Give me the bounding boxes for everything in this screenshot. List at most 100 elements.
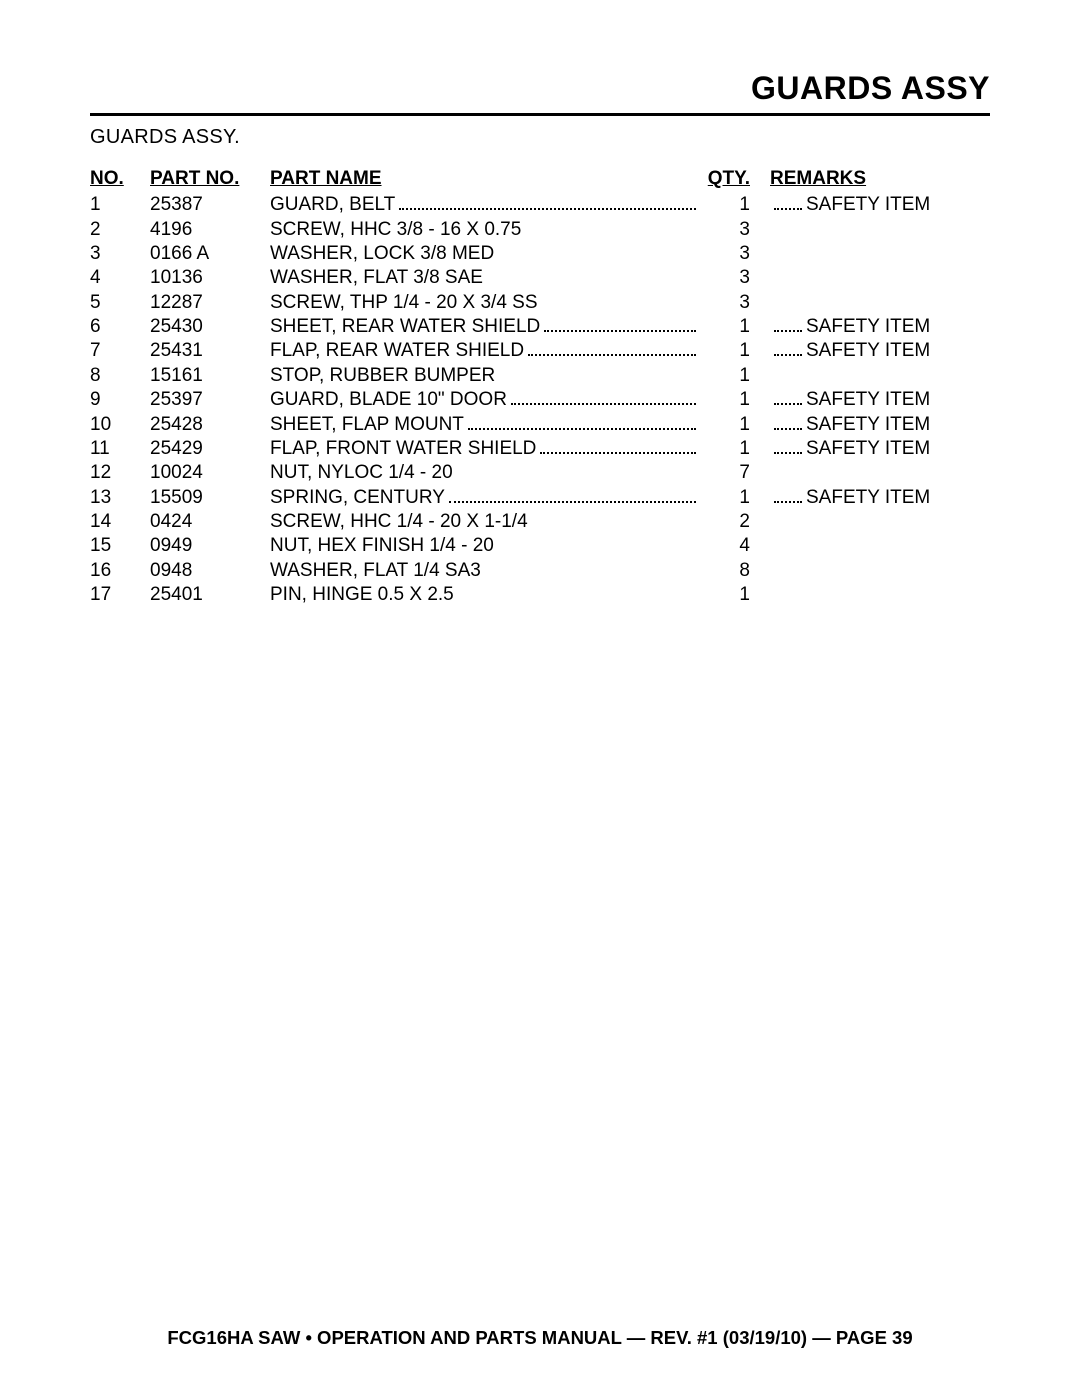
cell-no: 13 bbox=[90, 486, 150, 510]
cell-qty: 1 bbox=[700, 364, 750, 388]
table-row: 1025428SHEET, FLAP MOUNT1SAFETY ITEM bbox=[90, 413, 990, 437]
table-row: 30166 AWASHER, LOCK 3/8 MED3 bbox=[90, 242, 990, 266]
table-row: 1315509SPRING, CENTURY1SAFETY ITEM bbox=[90, 486, 990, 510]
cell-remarks: SAFETY ITEM bbox=[770, 339, 990, 363]
cell-partno: 0949 bbox=[150, 534, 270, 558]
page-footer: FCG16HA SAW • OPERATION AND PARTS MANUAL… bbox=[0, 1327, 1080, 1349]
cell-no: 15 bbox=[90, 534, 150, 558]
cell-partno: 25428 bbox=[150, 413, 270, 437]
table-row: 24196SCREW, HHC 3/8 - 16 X 0.753 bbox=[90, 218, 990, 242]
cell-partno: 15161 bbox=[150, 364, 270, 388]
cell-partno: 25430 bbox=[150, 315, 270, 339]
cell-partname: WASHER, FLAT 3/8 SAE bbox=[270, 266, 700, 290]
table-row: 512287SCREW, THP 1/4 - 20 X 3/4 SS3 bbox=[90, 291, 990, 315]
cell-partno: 25429 bbox=[150, 437, 270, 461]
cell-no: 8 bbox=[90, 364, 150, 388]
cell-qty: 1 bbox=[700, 486, 750, 510]
cell-qty: 1 bbox=[700, 437, 750, 461]
cell-partname: STOP, RUBBER BUMPER bbox=[270, 364, 700, 388]
table-header-row: NO. PART NO. PART NAME QTY. REMARKS bbox=[90, 167, 990, 191]
cell-qty: 7 bbox=[700, 461, 750, 485]
col-header-partname: PART NAME bbox=[270, 167, 700, 191]
cell-qty: 3 bbox=[700, 291, 750, 315]
cell-remarks: SAFETY ITEM bbox=[770, 413, 990, 437]
cell-qty: 1 bbox=[700, 193, 750, 217]
cell-partname: NUT, NYLOC 1/4 - 20 bbox=[270, 461, 700, 485]
cell-remarks: SAFETY ITEM bbox=[770, 486, 990, 510]
cell-remarks: SAFETY ITEM bbox=[770, 193, 990, 217]
cell-partname: SHEET, REAR WATER SHIELD bbox=[270, 315, 700, 339]
cell-partno: 10136 bbox=[150, 266, 270, 290]
cell-partname: SCREW, HHC 3/8 - 16 X 0.75 bbox=[270, 218, 700, 242]
dot-leader bbox=[774, 486, 802, 503]
cell-no: 17 bbox=[90, 583, 150, 607]
cell-partname: FLAP, REAR WATER SHIELD bbox=[270, 339, 700, 363]
cell-no: 12 bbox=[90, 461, 150, 485]
cell-remarks: SAFETY ITEM bbox=[770, 437, 990, 461]
cell-partno: 12287 bbox=[150, 291, 270, 315]
dot-leader bbox=[511, 388, 696, 405]
cell-partno: 15509 bbox=[150, 486, 270, 510]
table-row: 1725401PIN, HINGE 0.5 X 2.51 bbox=[90, 583, 990, 607]
cell-no: 10 bbox=[90, 413, 150, 437]
table-row: 150949NUT, HEX FINISH 1/4 - 204 bbox=[90, 534, 990, 558]
cell-no: 3 bbox=[90, 242, 150, 266]
table-row: 1210024NUT, NYLOC 1/4 - 207 bbox=[90, 461, 990, 485]
cell-qty: 1 bbox=[700, 339, 750, 363]
cell-qty: 3 bbox=[700, 242, 750, 266]
table-row: 410136WASHER, FLAT 3/8 SAE3 bbox=[90, 266, 990, 290]
cell-qty: 1 bbox=[700, 413, 750, 437]
col-header-qty: QTY. bbox=[700, 167, 750, 191]
cell-partname: NUT, HEX FINISH 1/4 - 20 bbox=[270, 534, 700, 558]
dot-leader bbox=[544, 315, 696, 332]
cell-partname: WASHER, LOCK 3/8 MED bbox=[270, 242, 700, 266]
cell-qty: 1 bbox=[700, 388, 750, 412]
col-header-remarks: REMARKS bbox=[770, 167, 990, 191]
dot-leader bbox=[774, 437, 802, 454]
parts-table: NO. PART NO. PART NAME QTY. REMARKS 1253… bbox=[90, 167, 990, 607]
cell-no: 4 bbox=[90, 266, 150, 290]
col-header-no: NO. bbox=[90, 167, 150, 191]
dot-leader bbox=[774, 315, 802, 332]
cell-no: 14 bbox=[90, 510, 150, 534]
cell-partname: SCREW, HHC 1/4 - 20 X 1-1/4 bbox=[270, 510, 700, 534]
cell-partname: SCREW, THP 1/4 - 20 X 3/4 SS bbox=[270, 291, 700, 315]
table-row: 160948WASHER, FLAT 1/4 SA38 bbox=[90, 559, 990, 583]
cell-no: 7 bbox=[90, 339, 150, 363]
cell-qty: 8 bbox=[700, 559, 750, 583]
title-rule bbox=[90, 113, 990, 116]
cell-qty: 3 bbox=[700, 266, 750, 290]
dot-leader bbox=[468, 413, 696, 430]
cell-no: 6 bbox=[90, 315, 150, 339]
cell-partname: PIN, HINGE 0.5 X 2.5 bbox=[270, 583, 700, 607]
cell-no: 11 bbox=[90, 437, 150, 461]
cell-qty: 4 bbox=[700, 534, 750, 558]
cell-partno: 25387 bbox=[150, 193, 270, 217]
dot-leader bbox=[774, 388, 802, 405]
cell-no: 5 bbox=[90, 291, 150, 315]
cell-qty: 1 bbox=[700, 583, 750, 607]
cell-partname: WASHER, FLAT 1/4 SA3 bbox=[270, 559, 700, 583]
cell-partno: 0424 bbox=[150, 510, 270, 534]
cell-no: 9 bbox=[90, 388, 150, 412]
cell-partno: 0948 bbox=[150, 559, 270, 583]
dot-leader bbox=[774, 413, 802, 430]
table-row: 925397GUARD, BLADE 10" DOOR1SAFETY ITEM bbox=[90, 388, 990, 412]
cell-partno: 0166 A bbox=[150, 242, 270, 266]
table-row: 815161STOP, RUBBER BUMPER1 bbox=[90, 364, 990, 388]
table-row: 1125429FLAP, FRONT WATER SHIELD1 SAFETY I… bbox=[90, 437, 990, 461]
cell-remarks: SAFETY ITEM bbox=[770, 388, 990, 412]
page-title: GUARDS ASSY bbox=[90, 70, 990, 113]
col-header-partno: PART NO. bbox=[150, 167, 270, 191]
cell-no: 1 bbox=[90, 193, 150, 217]
dot-leader bbox=[449, 486, 696, 503]
table-row: 125387GUARD, BELT1SAFETY ITEM bbox=[90, 193, 990, 217]
cell-partname: GUARD, BELT bbox=[270, 193, 700, 217]
cell-partname: FLAP, FRONT WATER SHIELD bbox=[270, 437, 700, 461]
cell-partno: 25397 bbox=[150, 388, 270, 412]
table-row: 725431FLAP, REAR WATER SHIELD1SAFETY ITE… bbox=[90, 339, 990, 363]
cell-partno: 10024 bbox=[150, 461, 270, 485]
dot-leader bbox=[774, 339, 802, 356]
dot-leader bbox=[540, 437, 696, 454]
cell-qty: 1 bbox=[700, 315, 750, 339]
